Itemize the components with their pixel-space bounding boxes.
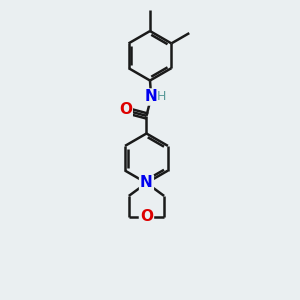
Text: N: N xyxy=(140,176,153,190)
Text: N: N xyxy=(145,89,158,104)
Text: O: O xyxy=(119,103,132,118)
Text: H: H xyxy=(157,91,167,103)
Text: O: O xyxy=(140,209,153,224)
